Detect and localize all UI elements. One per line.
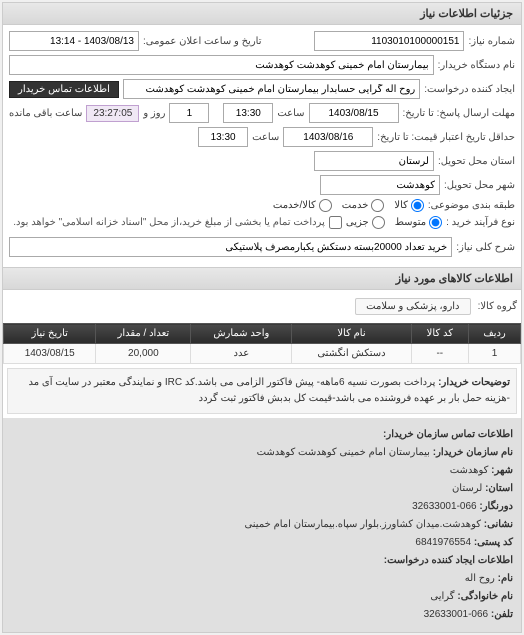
contact-province-label: استان: bbox=[485, 483, 513, 494]
contact-address-value: کوهدشت.میدان کشاورز.بلوار سپاه.بیمارستان… bbox=[244, 519, 481, 530]
contact-section: اطلاعات تماس سازمان خریدار: نام سازمان خ… bbox=[3, 418, 521, 632]
cell-date: 1403/08/15 bbox=[4, 344, 96, 364]
contact-postal-label: کد پستی: bbox=[474, 537, 513, 548]
purchase-type-radio-group: متوسط جزیی bbox=[346, 216, 442, 229]
classification-label: طبقه بندی موضوعی: bbox=[428, 200, 515, 211]
province-label: استان محل تحویل: bbox=[438, 156, 515, 167]
creator-surname-value: گرایی bbox=[430, 591, 454, 602]
contact-city-label: شهر: bbox=[491, 465, 513, 476]
th-unit: واحد شمارش bbox=[191, 324, 292, 344]
valid-time-input[interactable] bbox=[198, 127, 248, 147]
cell-unit: عدد bbox=[191, 344, 292, 364]
request-number-label: شماره نیاز: bbox=[468, 36, 515, 47]
creator-input[interactable] bbox=[123, 79, 420, 99]
creator-name-label: نام: bbox=[498, 573, 513, 584]
valid-until-label: حداقل تاریخ اعتبار قیمت: تا تاریخ: bbox=[377, 132, 515, 143]
province-input[interactable] bbox=[314, 151, 434, 171]
creator-phone-value: 066-32633001 bbox=[424, 609, 489, 620]
countdown-timer: 23:27:05 bbox=[86, 105, 139, 122]
announce-datetime-label: تاریخ و ساعت اعلان عمومی: bbox=[143, 36, 262, 47]
radio-partial[interactable]: جزیی bbox=[346, 216, 385, 229]
goods-section-title: اطلاعات کالاهای مورد نیاز bbox=[3, 267, 521, 290]
th-name: نام کالا bbox=[292, 324, 411, 344]
radio-medium[interactable]: متوسط bbox=[395, 216, 442, 229]
buyer-name-input[interactable] bbox=[9, 55, 434, 75]
creator-surname-label: نام خانوادگی: bbox=[457, 591, 513, 602]
goods-group-label: گروه کالا: bbox=[478, 301, 517, 312]
contact-title: اطلاعات تماس سازمان خریدار: bbox=[383, 429, 513, 440]
contact-city-value: کوهدشت bbox=[450, 465, 489, 476]
buyer-name-label: نام دستگاه خریدار: bbox=[438, 60, 515, 71]
th-qty: تعداد / مقدار bbox=[96, 324, 191, 344]
th-row: ردیف bbox=[469, 324, 521, 344]
contact-address-label: نشانی: bbox=[484, 519, 513, 530]
radio-service-input[interactable] bbox=[371, 199, 384, 212]
radio-both[interactable]: کالا/خدمت bbox=[273, 199, 332, 212]
treasury-checkbox[interactable] bbox=[329, 216, 342, 229]
creator-phone-label: تلفن: bbox=[491, 609, 513, 620]
radio-both-input[interactable] bbox=[319, 199, 332, 212]
table-row[interactable]: 1 -- دستکش انگشتی عدد 20,000 1403/08/15 bbox=[4, 344, 521, 364]
details-panel: جزئیات اطلاعات نیاز شماره نیاز: تاریخ و … bbox=[2, 2, 522, 633]
days-remaining-input bbox=[169, 103, 209, 123]
classification-radio-group: کالا خدمت کالا/خدمت bbox=[273, 199, 424, 212]
contact-fax-value: 066-32633001 bbox=[412, 501, 477, 512]
request-number-input[interactable] bbox=[314, 31, 464, 51]
contact-province-value: لرستان bbox=[452, 483, 482, 494]
creator-name-value: روح اله bbox=[465, 573, 495, 584]
days-label: روز و bbox=[143, 108, 165, 119]
general-title-input[interactable] bbox=[9, 237, 452, 257]
desc-label: توضیحات خریدار: bbox=[438, 377, 510, 388]
reply-deadline-label: مهلت ارسال پاسخ: تا تاریخ: bbox=[403, 108, 515, 119]
contact-org-label: نام سازمان خریدار: bbox=[433, 447, 513, 458]
reply-date-input[interactable] bbox=[309, 103, 399, 123]
contact-fax-label: دورنگار: bbox=[479, 501, 513, 512]
announce-datetime-input[interactable] bbox=[9, 31, 139, 51]
valid-date-input[interactable] bbox=[283, 127, 373, 147]
radio-service[interactable]: خدمت bbox=[342, 199, 385, 212]
time-label-1: ساعت bbox=[277, 108, 304, 119]
buyer-description-box: توضیحات خریدار: پرداخت بصورت نسیه 6ماهه-… bbox=[7, 368, 517, 414]
radio-medium-input[interactable] bbox=[429, 216, 442, 229]
radio-goods[interactable]: کالا bbox=[394, 199, 424, 212]
time-label-2: ساعت bbox=[252, 132, 279, 143]
creator-label: ایجاد کننده درخواست: bbox=[424, 84, 515, 95]
remaining-label: ساعت باقی مانده bbox=[9, 108, 82, 119]
radio-goods-input[interactable] bbox=[411, 199, 424, 212]
cell-name: دستکش انگشتی bbox=[292, 344, 411, 364]
panel-title: جزئیات اطلاعات نیاز bbox=[3, 3, 521, 25]
purchase-type-label: نوع فرآیند خرید : bbox=[446, 217, 515, 228]
city-label: شهر محل تحویل: bbox=[444, 180, 515, 191]
goods-table: ردیف کد کالا نام کالا واحد شمارش تعداد /… bbox=[3, 323, 521, 364]
contact-info-button[interactable]: اطلاعات تماس خریدار bbox=[9, 81, 119, 98]
table-header-row: ردیف کد کالا نام کالا واحد شمارش تعداد /… bbox=[4, 324, 521, 344]
creator-section-title: اطلاعات ایجاد کننده درخواست: bbox=[384, 555, 513, 566]
goods-group-row: گروه کالا: دارو، پزشکی و سلامت bbox=[3, 290, 521, 323]
contact-org: بیمارستان امام خمینی کوهدشت کوهدشت bbox=[257, 447, 430, 458]
th-date: تاریخ نیاز bbox=[4, 324, 96, 344]
contact-postal-value: 6841976554 bbox=[415, 537, 471, 548]
city-input[interactable] bbox=[320, 175, 440, 195]
reply-time-input[interactable] bbox=[223, 103, 273, 123]
form-section: شماره نیاز: تاریخ و ساعت اعلان عمومی: نا… bbox=[3, 25, 521, 267]
purchase-note: پرداخت تمام یا بخشی از مبلغ خرید،از محل … bbox=[13, 217, 325, 228]
th-code: کد کالا bbox=[411, 324, 469, 344]
cell-code: -- bbox=[411, 344, 469, 364]
general-title-label: شرح کلی نیاز: bbox=[456, 242, 515, 253]
cell-qty: 20,000 bbox=[96, 344, 191, 364]
radio-partial-input[interactable] bbox=[372, 216, 385, 229]
goods-group-chip: دارو، پزشکی و سلامت bbox=[355, 298, 470, 315]
cell-row: 1 bbox=[469, 344, 521, 364]
